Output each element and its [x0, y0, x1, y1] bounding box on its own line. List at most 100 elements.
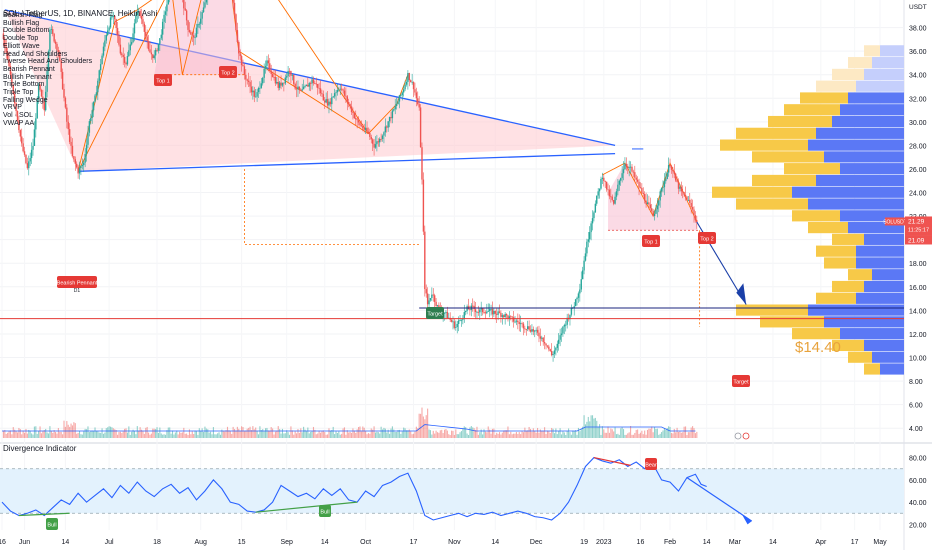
candle-body: [511, 316, 513, 318]
indicator-item[interactable]: Falling Wedge: [3, 96, 48, 104]
candle-body: [9, 66, 12, 75]
double-top-fill: [608, 163, 697, 231]
volume-bar: [549, 432, 551, 438]
indicator-item[interactable]: Bullish Flag: [3, 19, 40, 27]
y-tick-label: 4.00: [909, 426, 923, 433]
candle-body: [691, 207, 694, 210]
candle-body: [191, 34, 193, 36]
volume-bar: [663, 428, 665, 438]
candle-body: [68, 129, 71, 142]
volume-bar: [377, 432, 379, 438]
candle-body: [367, 131, 370, 134]
candle-body: [463, 312, 465, 319]
candle-body: [457, 320, 460, 324]
candle-body: [383, 132, 385, 136]
candle-body: [353, 112, 356, 119]
candle-body: [445, 311, 447, 313]
candle-body: [665, 179, 667, 182]
candle-body: [576, 297, 578, 300]
candle-body: [156, 49, 158, 51]
candle-body: [682, 191, 684, 193]
candle-body: [304, 85, 306, 87]
y-tick-label: 36.00: [909, 49, 927, 56]
vp-up-bar: [848, 269, 872, 281]
indicator-item[interactable]: VRVP: [3, 104, 22, 112]
volume-bar: [668, 426, 670, 438]
indicator-item[interactable]: Bearish Flag: [3, 12, 43, 19]
volume-bar: [576, 434, 578, 438]
candle-body: [202, 7, 205, 13]
indicator-item[interactable]: Head And Shoulders: [3, 50, 68, 58]
volume-bar: [14, 429, 16, 438]
volume-bar: [317, 433, 319, 438]
volume-bar: [659, 433, 661, 438]
symbol-title[interactable]: SOL / TetherUS, 1D, BINANCE, Heikin Ashi: [3, 9, 158, 18]
indicator-item[interactable]: Triple Top: [3, 89, 34, 97]
candle-body: [573, 306, 575, 308]
volume-bar: [459, 432, 461, 438]
volume-bar: [501, 432, 503, 438]
volume-bar: [435, 430, 437, 438]
candle-body: [153, 55, 155, 59]
volume-bar: [503, 430, 505, 438]
volume-bar: [531, 431, 533, 438]
candle-body: [294, 83, 296, 89]
indicator-item[interactable]: Triple Bottom: [3, 81, 45, 89]
candle-body: [673, 171, 675, 174]
volume-bar: [208, 432, 210, 438]
candle-body: [548, 346, 550, 350]
indicator-item[interactable]: Bearish Pennant: [3, 65, 55, 73]
candle-body: [240, 56, 243, 66]
volume-bar: [126, 432, 128, 438]
candle-body: [362, 126, 364, 129]
candle-body: [562, 326, 564, 334]
candlesticks: [2, 0, 698, 362]
volume-bar: [420, 413, 422, 438]
price-tag-value: 21.29: [908, 218, 925, 225]
candle-body: [105, 35, 107, 41]
candle-body: [598, 188, 601, 192]
indicator-item[interactable]: Vol · SOL: [3, 112, 33, 120]
indicator-item[interactable]: Inverse Head And Shoulders: [3, 58, 93, 66]
y-tick-label: 38.00: [909, 26, 927, 33]
volume-bar: [545, 434, 547, 438]
target-line: [244, 168, 420, 245]
bull-divergence-line: [255, 501, 358, 513]
candle-body: [433, 295, 436, 302]
candle-body: [284, 77, 286, 84]
indicator-item[interactable]: Elliott Wave: [3, 42, 40, 50]
top-label-text: Top 1: [156, 79, 169, 85]
volume-bar: [69, 426, 71, 438]
candle-body: [380, 138, 382, 140]
candle-body: [670, 165, 673, 170]
volume-bar: [477, 434, 479, 438]
volume-bar: [568, 428, 570, 438]
volume-bar: [538, 432, 540, 438]
candle-body: [145, 31, 147, 37]
indicator-item[interactable]: Bullish Pennant: [3, 73, 52, 81]
candle-body: [581, 270, 584, 280]
indicator-item[interactable]: Double Bottom: [3, 27, 50, 35]
indicator-item[interactable]: Double Top: [3, 35, 39, 43]
candle-body: [428, 300, 430, 305]
vp-down-bar: [808, 198, 904, 210]
volume-bar: [260, 430, 262, 438]
x-tick-label: Jun: [19, 539, 30, 546]
volume-bar: [325, 434, 327, 438]
candle-body: [92, 101, 95, 111]
candle-body: [64, 97, 67, 108]
volume-bar: [627, 433, 629, 438]
candle-body: [594, 203, 597, 213]
volume-bar: [476, 426, 478, 438]
volume-bar: [555, 428, 557, 438]
candle-body: [549, 349, 551, 351]
candle-body: [300, 89, 302, 91]
indicator-item[interactable]: VWAP AA: [3, 119, 35, 127]
volume-bar: [87, 426, 89, 438]
candle-body: [94, 95, 96, 102]
vp-down-bar: [832, 115, 904, 128]
volume-bar: [132, 429, 134, 438]
candle-body: [653, 213, 656, 217]
candle-body: [74, 159, 76, 164]
